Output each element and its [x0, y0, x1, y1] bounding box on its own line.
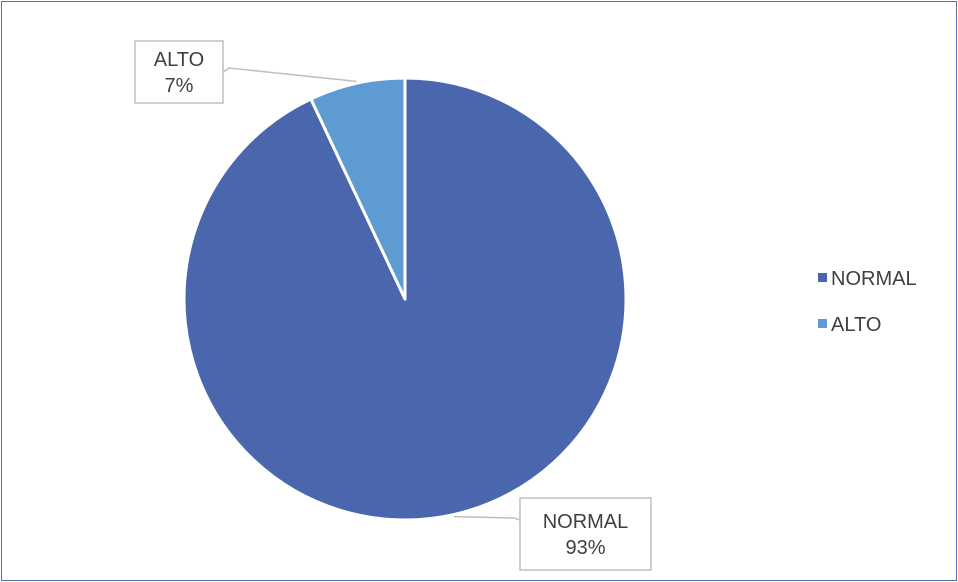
- legend-swatch-alto: [818, 319, 827, 328]
- data-label-category-alto: ALTO: [154, 49, 204, 71]
- data-label-box-alto: [134, 40, 224, 104]
- legend-label-alto: ALTO: [831, 314, 881, 336]
- data-label-box-normal: [519, 497, 652, 571]
- legend-swatch-normal: [818, 273, 827, 282]
- data-label-category-normal: NORMAL: [543, 511, 629, 533]
- pie-slices: [182, 76, 628, 522]
- pie-slice-alto: [309, 76, 407, 301]
- leader-line-normal: [453, 515, 521, 521]
- legend: NORMAL ALTO: [818, 268, 917, 336]
- data-labels: NORMAL 93% ALTO 7%: [134, 40, 652, 571]
- legend-label-normal: NORMAL: [831, 268, 917, 290]
- data-label-percent-alto: 7%: [165, 75, 194, 97]
- data-label-percent-normal: 93%: [565, 537, 605, 559]
- leader-lines: [222, 67, 521, 521]
- leader-line-alto: [222, 67, 357, 83]
